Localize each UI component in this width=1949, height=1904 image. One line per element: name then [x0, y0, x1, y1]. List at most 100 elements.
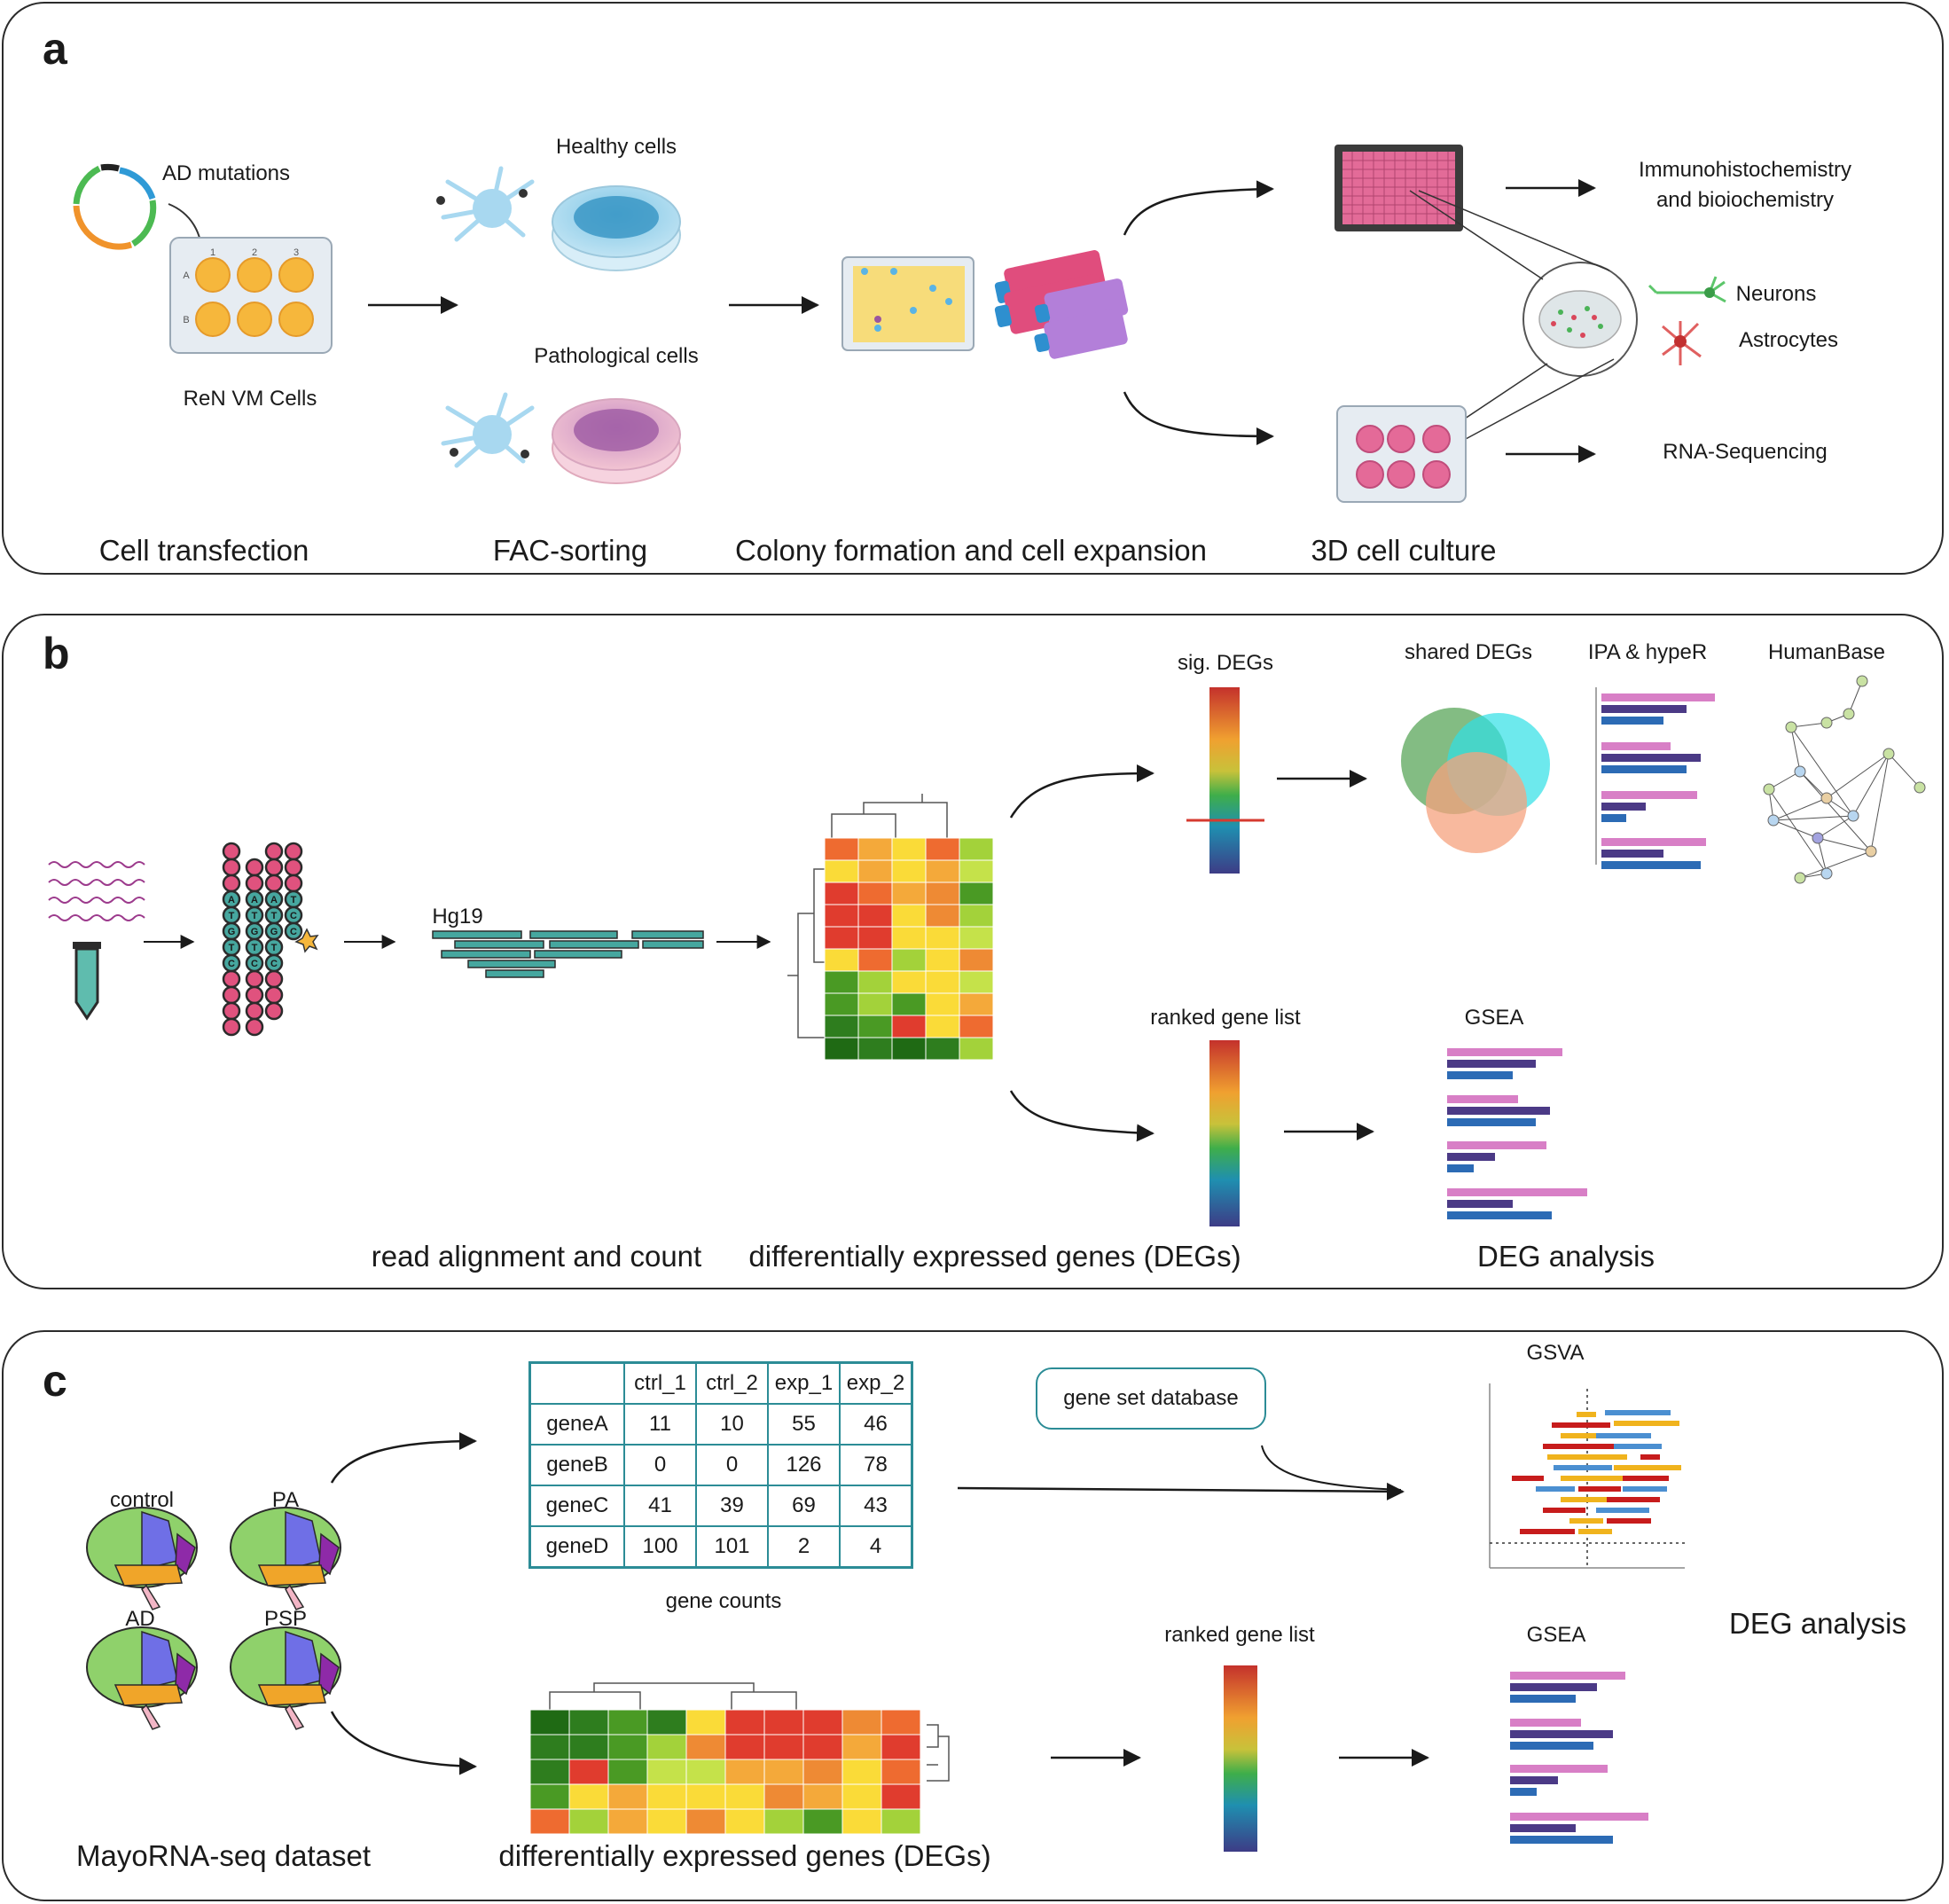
arrow-c1-up — [330, 1432, 477, 1484]
ipa-barplot-icon — [1595, 687, 1715, 869]
arrow-a3-down — [1123, 391, 1274, 445]
rna-wave-icon — [48, 861, 145, 921]
table-gene-cell: geneC — [528, 1485, 625, 1527]
humanbase-label: HumanBase — [1767, 640, 1886, 664]
arrow-b4-up — [1009, 764, 1155, 819]
shared-degs-label: shared DEGs — [1404, 640, 1533, 664]
astrocytes-label: Astrocytes — [1738, 328, 1839, 352]
table-cell: 2 — [767, 1525, 841, 1569]
panel-letter-b: b — [43, 629, 70, 678]
stage-3d-culture: 3D cell culture — [1311, 534, 1497, 567]
brain-label-ad: AD — [125, 1607, 155, 1631]
well-row-b: B — [183, 315, 189, 325]
sig-degs-label: sig. DEGs — [1177, 651, 1274, 675]
dna-letter: T — [229, 911, 235, 921]
ipa-hyper-label: IPA & hypeR — [1587, 640, 1708, 664]
brain-pa-icon — [230, 1507, 341, 1610]
table-row: geneD 100 101 2 4 — [528, 1525, 913, 1569]
table-header-cell: ctrl_2 — [695, 1361, 769, 1405]
dna-letter: A — [251, 895, 258, 905]
gsea-c-label: GSEA — [1526, 1623, 1586, 1647]
dna-letter: T — [252, 911, 258, 921]
3d-culture-zoom-icon — [1409, 190, 1638, 446]
venn-diagram-icon — [1401, 708, 1550, 853]
panel-letter-c: c — [43, 1356, 67, 1406]
humanbase-nodes-icon — [1763, 675, 1926, 884]
table-cell: 126 — [767, 1444, 841, 1486]
table-row: geneA 11 10 55 46 — [528, 1403, 913, 1446]
test-tube-icon — [73, 942, 101, 1021]
arrow-b4-down — [1009, 1090, 1155, 1142]
table-cell: 4 — [839, 1525, 913, 1569]
gsva-label: GSVA — [1526, 1341, 1585, 1365]
gene-set-database-box: gene set database — [1036, 1367, 1266, 1430]
immuno-label-2: and bioiochemistry — [1655, 188, 1835, 212]
healthy-neuron-icon — [436, 166, 535, 242]
gsea-barplot-c-icon — [1510, 1672, 1648, 1844]
dna-letter: C — [228, 959, 235, 969]
stage-fac-sorting: FAC-sorting — [492, 534, 648, 567]
stage-degs-c: differentially expressed genes (DEGs) — [498, 1839, 991, 1872]
table-header-cell: exp_1 — [767, 1361, 841, 1405]
neurons-label: Neurons — [1735, 282, 1817, 306]
healthy-dish-icon — [552, 185, 681, 271]
stage-mayo-dataset: MayoRNA-seq dataset — [76, 1839, 371, 1872]
ranked-gene-list-b-label: ranked gene list — [1150, 1006, 1301, 1030]
table-row: geneB 0 0 126 78 — [528, 1444, 913, 1486]
six-well-plate-icon — [169, 237, 333, 354]
dna-letter: C — [270, 959, 278, 969]
ren-vm-label: ReN VM Cells — [183, 387, 317, 411]
gene-counts-caption: gene counts — [665, 1589, 782, 1613]
table-cell: 46 — [839, 1403, 913, 1446]
stage-degs-b: differentially expressed genes (DEGs) — [748, 1240, 1241, 1273]
stage-read-alignment: read alignment and count — [371, 1240, 702, 1273]
table-corner-cell — [528, 1361, 625, 1405]
brain-ad-icon — [86, 1626, 198, 1730]
mutation-star-icon — [294, 928, 319, 953]
arrow-c2 — [957, 1482, 1405, 1500]
table-cell: 11 — [623, 1403, 697, 1446]
stage-cell-transfection: Cell transfection — [98, 534, 309, 567]
stage-deg-analysis-b: DEG analysis — [1477, 1240, 1655, 1273]
arrow-c1-down — [330, 1711, 477, 1775]
sig-degs-colorbar — [1209, 687, 1240, 874]
brain-label-psp: PSP — [263, 1607, 308, 1631]
table-row: geneC 41 39 69 43 — [528, 1485, 913, 1527]
ranked-gene-list-c-label: ranked gene list — [1164, 1623, 1315, 1647]
genome-alignment-icon — [432, 930, 704, 978]
ranked-colorbar-b — [1209, 1040, 1240, 1226]
brain-label-control: control — [109, 1488, 175, 1512]
96-well-plate-icon — [841, 256, 974, 351]
gsva-plot-icon — [1489, 1383, 1685, 1569]
dna-letter: G — [228, 927, 236, 937]
dna-letter: A — [270, 895, 278, 905]
ranked-colorbar-c — [1224, 1665, 1257, 1852]
hg19-label: Hg19 — [432, 905, 483, 928]
well-row-a: A — [183, 270, 190, 281]
table-cell: 100 — [623, 1525, 697, 1569]
plasmid-icon — [73, 163, 209, 259]
panel-letter-a: a — [43, 24, 67, 74]
table-cell: 0 — [695, 1444, 769, 1486]
arrow-a3-up — [1123, 180, 1274, 236]
384-well-plate-icon — [1335, 145, 1463, 231]
pathological-cells-label: Pathological cells — [534, 344, 699, 368]
stage-deg-analysis-c: DEG analysis — [1729, 1607, 1906, 1640]
immuno-label: Immunohistochemistry — [1638, 158, 1852, 182]
pink-six-well-plate-icon — [1336, 405, 1467, 503]
heatmap-b-icon — [787, 794, 994, 1061]
brain-label-pa: PA — [271, 1488, 300, 1512]
database-connector — [1261, 1445, 1402, 1491]
dna-letter: C — [251, 959, 258, 969]
table-gene-cell: geneD — [528, 1525, 625, 1569]
sequencing-reads-icon — [222, 842, 303, 1037]
brain-psp-icon — [230, 1626, 341, 1730]
rnaseq-label: RNA-Sequencing — [1663, 440, 1828, 464]
table-cell: 78 — [839, 1444, 913, 1486]
dna-letter: T — [271, 943, 278, 953]
pathological-dish-icon — [552, 398, 681, 484]
dna-letter: T — [271, 911, 278, 921]
astrocyte-glyph-icon — [1662, 321, 1702, 365]
table-cell: 43 — [839, 1485, 913, 1527]
